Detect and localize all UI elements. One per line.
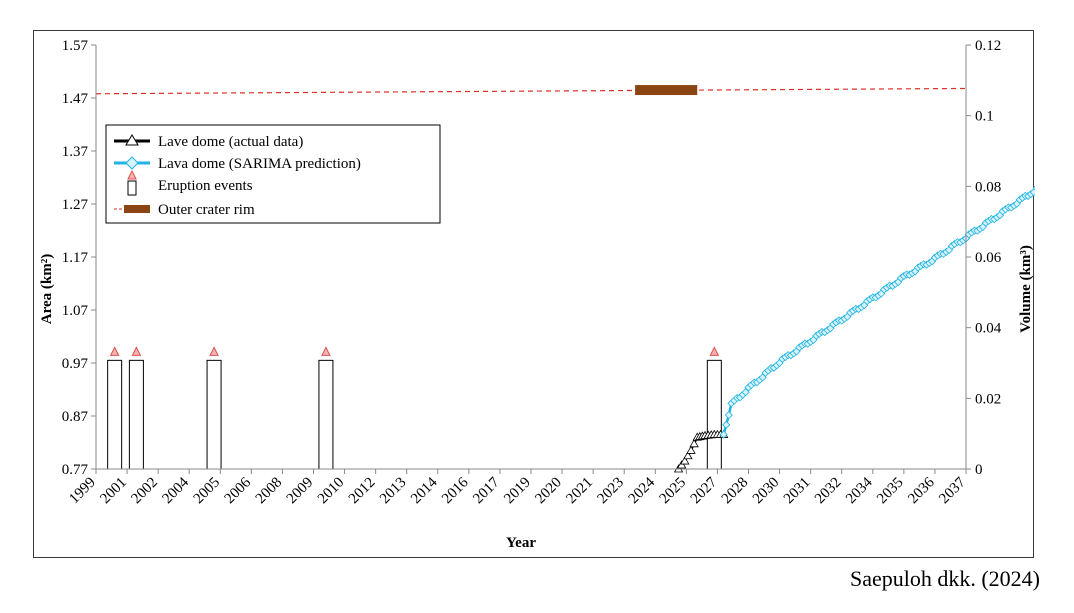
- actual-data-point: [680, 456, 690, 465]
- x-tick-label: 2028: [719, 475, 752, 508]
- y-right-tick-label: 0.08: [975, 179, 1001, 195]
- x-tick-label: 2017: [470, 474, 503, 507]
- eruption-event-bar: [206, 359, 222, 470]
- prediction-data-point: [741, 388, 750, 397]
- x-tick-label: 2027: [688, 474, 721, 507]
- x-tick-label: 2014: [408, 474, 441, 507]
- x-tick-label: 2012: [346, 475, 379, 508]
- legend-triangle-icon: [125, 134, 139, 146]
- legend-box: [105, 124, 441, 224]
- x-tick-label: 2021: [563, 475, 596, 508]
- plot-area: [95, 85, 1035, 473]
- legend-diamond-icon: [125, 156, 139, 170]
- prediction-data-point: [724, 411, 733, 420]
- y-left-tick-label: 1.57: [62, 38, 89, 54]
- x-tick-label: 2010: [315, 475, 348, 508]
- y-left-tick-label: 1.47: [62, 91, 89, 107]
- eruption-event-bar: [706, 359, 722, 470]
- y-left-tick-label: 0.77: [62, 462, 89, 478]
- actual-data-point: [689, 439, 699, 448]
- prediction-data-point: [722, 420, 731, 429]
- y-right-tick-label: 0.06: [975, 250, 1002, 266]
- legend-label: Outer crater rim: [158, 202, 255, 218]
- x-tick-label: 2024: [626, 474, 659, 507]
- y-left-tick-label: 1.07: [62, 303, 89, 319]
- axes: 0.77 0.87 0.97 1.07 1.17 1.27 1.37 1.47 1.57 0 0.0…: [62, 38, 1002, 507]
- actual-data-point: [686, 445, 696, 454]
- x-tick-label: 2002: [128, 475, 161, 508]
- eruption-marker-icon: [321, 346, 331, 356]
- y-right-tick-label: 0.12: [975, 38, 1001, 54]
- x-tick-label: 2019: [501, 475, 534, 508]
- outer-crater-rim-line: [95, 87, 967, 95]
- y-left-tick-label: 1.17: [62, 250, 89, 266]
- actual-data-point: [677, 460, 687, 469]
- x-tick-label: 2004: [160, 474, 193, 507]
- chart-svg: 0.77 0.87 0.97 1.07 1.17 1.27 1.37 1.47 1.57 0 0.0…: [39, 38, 1035, 551]
- chart-frame: 0.77 0.87 0.97 1.07 1.17 1.27 1.37 1.47 1.57 0 0.0…: [33, 30, 1035, 558]
- legend-rim-bar-swatch: [124, 205, 150, 213]
- y-right-tick-label: 0.02: [975, 391, 1001, 407]
- x-tick-label: 2034: [843, 474, 876, 507]
- legend-label: Lava dome (SARIMA prediction): [158, 156, 361, 172]
- credit-text: Saepuloh dkk. (2024): [849, 566, 1040, 591]
- prediction-data-point: [1029, 188, 1035, 197]
- eruption-marker-icon: [131, 346, 142, 356]
- x-tick-label: 2016: [439, 474, 472, 507]
- y-right-tick-label: 0.04: [975, 321, 1002, 337]
- x-tick-label: 2031: [781, 475, 814, 508]
- y-left-tick-label: 1.37: [62, 144, 89, 160]
- x-tick-label: 2001: [97, 475, 130, 508]
- eruption-marker-icon: [209, 346, 219, 356]
- y-left-tick-label: 0.87: [62, 409, 89, 425]
- y-right-tick-label: 0: [975, 462, 983, 478]
- x-tick-label: 2020: [532, 475, 565, 508]
- x-tick-label: 2023: [595, 475, 628, 508]
- x-tick-label: 2006: [222, 474, 255, 507]
- eruption-marker-icon: [109, 346, 120, 356]
- x-tick-label: 2030: [750, 475, 783, 508]
- eruption-event-bar: [318, 359, 334, 470]
- eruption-marker-icon: [709, 346, 720, 356]
- prediction-data-point: [1032, 185, 1035, 191]
- x-tick-label: 2025: [657, 475, 690, 508]
- outer-crater-rim-bar: [635, 85, 698, 96]
- eruption-event-bar: [128, 359, 144, 470]
- y-right-tick-label: 0.1: [975, 109, 994, 125]
- x-tick-label: 2036: [905, 474, 938, 507]
- legend-eruption-marker-icon: [127, 169, 137, 180]
- actual-data-point: [683, 450, 693, 460]
- legend-label: Lave dome (actual data): [158, 134, 303, 150]
- x-tick-label: 2013: [377, 475, 410, 508]
- eruption-event-bar: [107, 359, 123, 470]
- x-tick-label: 2032: [812, 475, 845, 508]
- legend-eruption-bar-icon: [127, 180, 137, 196]
- x-axis-title: Year: [506, 535, 536, 551]
- legend: Lave dome (actual data) Lava dome (SARIMA…: [105, 124, 441, 224]
- legend-label: Eruption events: [158, 178, 253, 194]
- x-tick-label: 2009: [284, 475, 317, 508]
- prediction-data-point: [719, 430, 728, 439]
- y-left-axis-title: Area (km²): [39, 254, 55, 324]
- y-left-tick-label: 1.27: [62, 197, 89, 213]
- y-left-tick-label: 0.97: [62, 356, 89, 372]
- x-tick-label: 1999: [66, 475, 99, 508]
- x-tick-label: 2008: [253, 475, 286, 508]
- x-tick-label: 2005: [191, 475, 224, 508]
- x-tick-label: 2035: [874, 475, 907, 508]
- y-right-axis-title: Volume (km³): [1018, 245, 1034, 333]
- x-tick-label: 2037: [936, 474, 969, 507]
